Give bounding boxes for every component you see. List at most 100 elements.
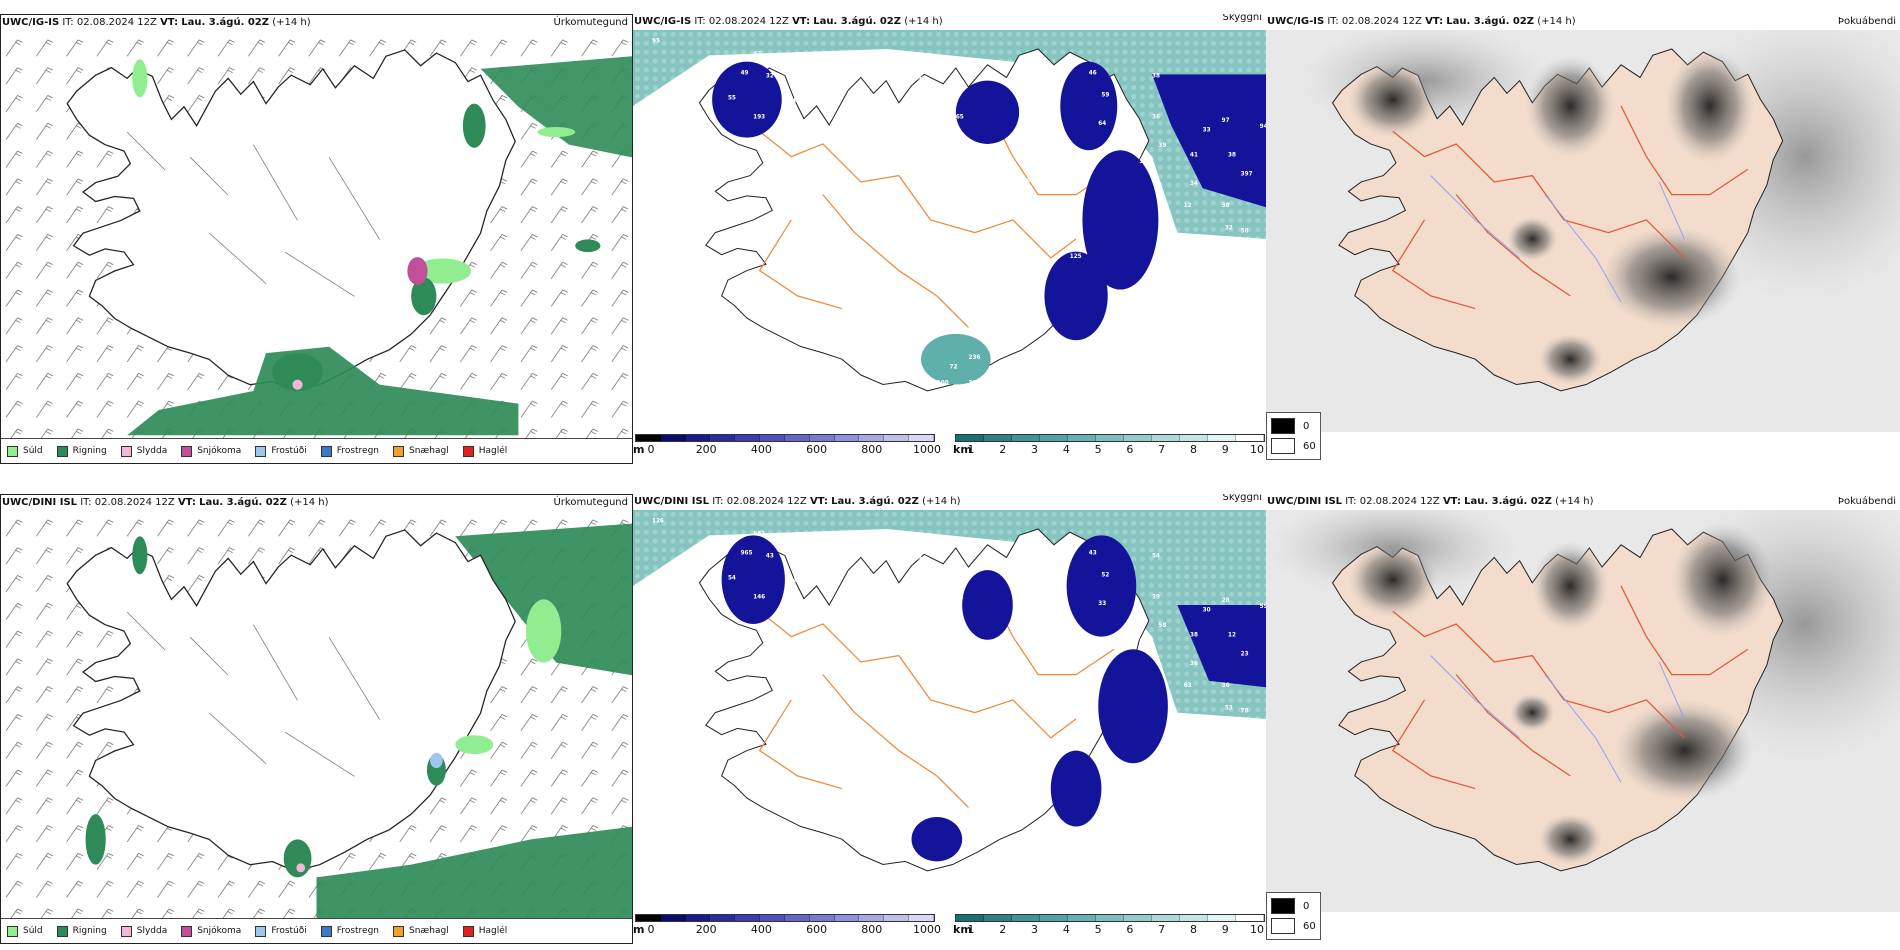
colorbar-cell — [1096, 915, 1124, 921]
fog-legend-row: 60 — [1271, 436, 1316, 456]
colorbar-cell — [1012, 435, 1040, 441]
fog-indicator-map[interactable] — [1266, 30, 1900, 432]
colorbar-tick-label: 6 — [1126, 923, 1134, 936]
cloud-base-value: 54 — [728, 576, 736, 582]
cloud-base-value: 20 — [1184, 804, 1192, 810]
cloud-base-value: 33 — [1228, 810, 1236, 816]
panel-title: Skyggni — [1222, 494, 1262, 503]
legend-swatch — [120, 445, 132, 457]
lead-time: (+14 h) — [922, 496, 961, 507]
cloud-base-value: 49 — [1225, 254, 1233, 260]
cloud-base-value: 64 — [788, 99, 796, 105]
cloud-base-value: 36 — [1152, 115, 1160, 121]
fog-swatch — [1271, 898, 1295, 914]
legend-label: Snjókoma — [197, 926, 242, 936]
legend-item-snjokoma: Snjókoma — [181, 925, 242, 937]
colorbar-cell — [1236, 435, 1264, 441]
cloud-base-value: 39 — [1158, 143, 1166, 149]
legend-label: Slydda — [136, 926, 168, 936]
colorbar-cell — [784, 435, 810, 441]
colorbar-cell — [636, 435, 661, 441]
cloud-base-value: 32 — [766, 73, 774, 79]
cloud-base-value: 58 — [1158, 623, 1166, 629]
cloud-visibility-map[interactable]: 95 47 49 32 64 55 193 77 32 65 98 69 57 380 46 59 38 64 36… — [633, 30, 1266, 432]
legend-swatch — [181, 445, 193, 457]
colorbar-cell — [909, 435, 934, 441]
legend-swatch — [320, 445, 332, 457]
cloud-base-tick-labels: 0 200 400 600 800 1000 — [635, 923, 942, 937]
colorbar-cell — [1012, 915, 1040, 921]
fog-legend-value: 0 — [1303, 420, 1310, 432]
cloud-base-value: 72 — [950, 365, 958, 371]
init-time-value: 02.08.2024 12Z — [708, 16, 789, 27]
cloud-base-value: 100 — [937, 381, 949, 387]
legend-swatch — [320, 925, 332, 937]
panel-header: UWC/IG-IS IT: 02.08.2024 12Z VT: Lau. 3.… — [2, 15, 311, 31]
cloud-base-value: 38 — [1190, 633, 1198, 639]
legend-swatch — [255, 445, 267, 457]
colorbar-tick-label: 7 — [1158, 443, 1166, 456]
valid-time-value: Lau. 3.ágú. 02Z — [1464, 496, 1552, 507]
cloud-base-value: 125 — [1070, 254, 1082, 260]
colorbar-cell — [984, 915, 1012, 921]
valid-time-label: VT: — [1425, 16, 1444, 27]
cloud-base-value: 79 — [1013, 569, 1021, 575]
valid-time-value: Lau. 3.ágú. 02Z — [181, 17, 270, 28]
cloud-base-value: 30 — [1203, 607, 1211, 613]
cloud-base-value: 38 — [1209, 791, 1217, 797]
valid-time-value: Lau. 3.ágú. 02Z — [199, 497, 287, 508]
panel-header: UWC/IG-IS IT: 02.08.2024 12Z VT: Lau. 3.… — [1267, 14, 1576, 30]
lead-time: (+14 h) — [290, 497, 329, 508]
legend-label: Súld — [23, 446, 43, 456]
legend-label: Slydda — [136, 446, 168, 456]
colorbar-tick-label: 8 — [1189, 443, 1197, 456]
legend-item-frostudi: Frostúði — [255, 925, 307, 937]
cloud-base-value: 63 — [1184, 683, 1192, 689]
legend-label: Snæhagl — [409, 926, 449, 936]
colorbar-cell — [834, 915, 860, 921]
legend-item-haglel: Haglél — [462, 925, 507, 937]
fog-swatch — [1271, 918, 1295, 934]
colorbar-cell — [1068, 915, 1096, 921]
colorbar-cell — [784, 915, 810, 921]
cloud-visibility-map[interactable]: 126 982 965 43 36 54 146 134 36 32 79 32 29 30 43 52 54 3… — [633, 510, 1266, 912]
cloud-base-value: 64 — [1098, 121, 1106, 127]
colorbar-tick-label: 1000 — [913, 443, 941, 456]
legend-label: Snæhagl — [409, 446, 449, 456]
cloud-base-value: 39 — [1152, 595, 1160, 601]
legend-swatch — [393, 445, 405, 457]
cloud-base-value: 36 — [1222, 683, 1230, 689]
precip-map[interactable] — [1, 31, 632, 439]
lead-time: (+14 h) — [1555, 496, 1594, 507]
colorbar-tick-label: 400 — [750, 443, 772, 456]
colorbar-tick-label: 7 — [1158, 923, 1166, 936]
precip-map[interactable] — [1, 511, 632, 919]
cloud-base-value: 33 — [1203, 127, 1211, 133]
cloud-base-value: 387 — [1139, 159, 1151, 165]
fog-indicator-map[interactable] — [1266, 510, 1900, 912]
panel-title: Þokuábendi — [1837, 16, 1896, 27]
cloud-base-value: 41 — [1241, 251, 1249, 257]
cloud-base-value: 43 — [1209, 343, 1217, 349]
fog-legend-row: 0 — [1271, 416, 1316, 436]
cloud-base-value: 39 — [1177, 785, 1185, 791]
cloud-base-value: 380 — [1019, 178, 1031, 184]
precip-type-legend: Súld Rigning Slydda Snjókoma Frostúði Fr… — [1, 918, 632, 943]
cloud-base-labels: 126 982 965 43 36 54 146 134 36 32 79 32 29 30 43 52 54 3… — [652, 519, 1266, 829]
colorbar-cell — [1208, 435, 1236, 441]
legend-label: Frostúði — [271, 926, 307, 936]
cloud-base-value: 69 — [1241, 273, 1249, 279]
cloud-base-value: 965 — [741, 550, 753, 556]
legend-item-frostudi: Frostúði — [255, 445, 307, 457]
cloud-base-value: 65 — [1000, 292, 1008, 298]
fog-legend-row: 60 — [1271, 916, 1316, 936]
cloud-visibility-panel-row1: UWC/IG-IS IT: 02.08.2024 12Z VT: Lau. 3.… — [633, 14, 1266, 464]
init-time-label: IT: — [80, 497, 92, 508]
colorbar-cell — [760, 435, 785, 441]
colorbar-cell — [1068, 435, 1096, 441]
legend-label: Haglél — [478, 446, 508, 456]
cloud-base-value: 32 — [918, 77, 926, 83]
cloud-base-value: 32 — [931, 623, 939, 629]
init-time-label: IT: — [1327, 16, 1339, 27]
colorbar-cell — [1152, 435, 1180, 441]
